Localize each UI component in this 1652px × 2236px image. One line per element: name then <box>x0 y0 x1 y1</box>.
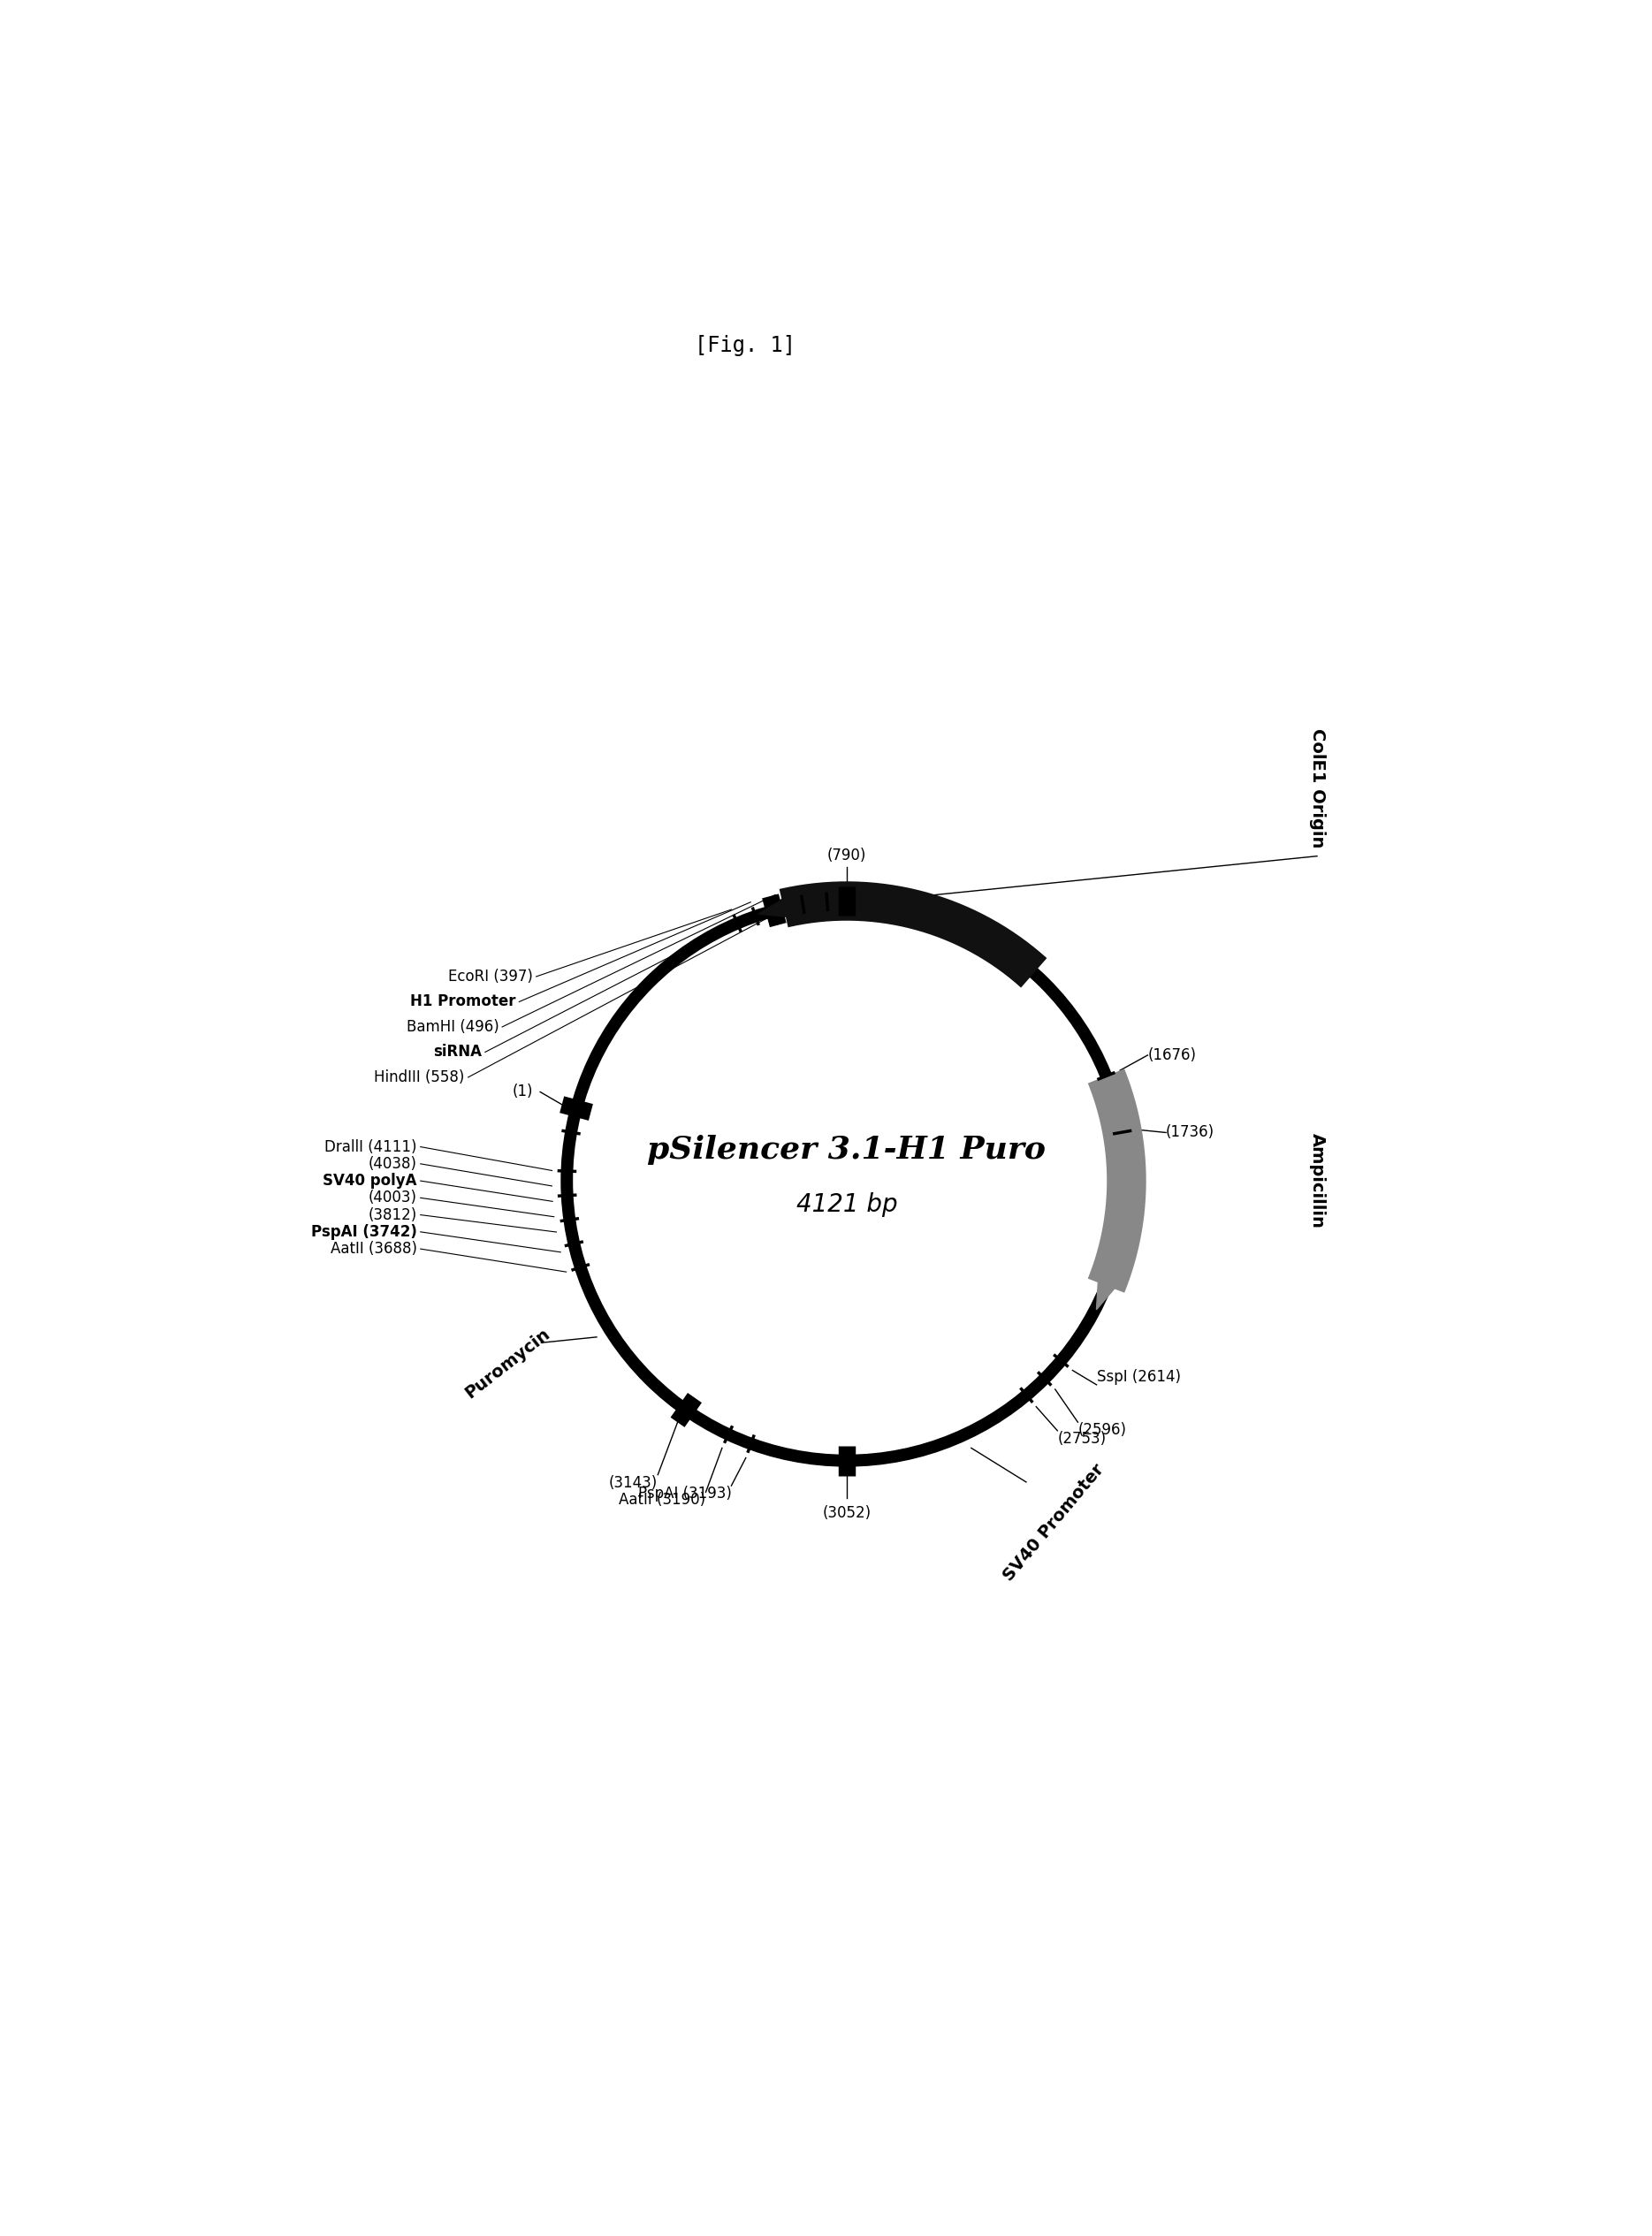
Text: (3052): (3052) <box>823 1505 871 1520</box>
Text: (1): (1) <box>512 1084 534 1100</box>
Text: pSilencer 3.1-H1 Puro: pSilencer 3.1-H1 Puro <box>648 1136 1046 1165</box>
Text: PspAI (3193): PspAI (3193) <box>638 1485 732 1503</box>
Text: (1736): (1736) <box>1166 1125 1214 1140</box>
Text: EcoRI (397): EcoRI (397) <box>448 968 534 984</box>
Text: DrallI (4111): DrallI (4111) <box>325 1138 416 1154</box>
Polygon shape <box>1097 1268 1123 1310</box>
Text: SspI (2614): SspI (2614) <box>1097 1368 1181 1384</box>
Text: (790): (790) <box>828 847 866 863</box>
Text: (2596): (2596) <box>1077 1422 1127 1438</box>
Text: (2753): (2753) <box>1057 1431 1107 1447</box>
Polygon shape <box>758 892 800 917</box>
Text: BamHI (496): BamHI (496) <box>406 1020 499 1035</box>
Text: (4003): (4003) <box>368 1190 416 1205</box>
Text: [Fig. 1]: [Fig. 1] <box>694 335 795 356</box>
Text: (1676): (1676) <box>1148 1046 1196 1062</box>
Text: H1 Promoter: H1 Promoter <box>410 993 515 1011</box>
Text: PspAI (3742): PspAI (3742) <box>311 1223 416 1239</box>
Text: 4121 bp: 4121 bp <box>796 1192 897 1216</box>
Text: AatII (3190): AatII (3190) <box>620 1491 705 1507</box>
Text: (3143): (3143) <box>610 1476 657 1491</box>
Text: (4038): (4038) <box>368 1156 416 1172</box>
Text: HindIII (558): HindIII (558) <box>375 1069 464 1084</box>
Text: AatII (3688): AatII (3688) <box>330 1241 416 1257</box>
Text: SV40 polyA: SV40 polyA <box>322 1174 416 1190</box>
Text: Ampicillin: Ampicillin <box>1308 1134 1325 1228</box>
Text: Puromycin: Puromycin <box>461 1326 553 1402</box>
Text: siRNA: siRNA <box>433 1044 482 1060</box>
Text: (3812): (3812) <box>368 1207 416 1223</box>
Text: ColE1 Origin: ColE1 Origin <box>1308 729 1325 847</box>
Text: SV40 Promoter: SV40 Promoter <box>999 1460 1107 1585</box>
